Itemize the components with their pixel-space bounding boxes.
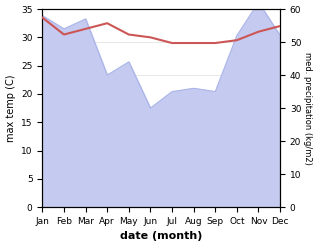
Y-axis label: max temp (C): max temp (C) [5,74,16,142]
Y-axis label: med. precipitation (kg/m2): med. precipitation (kg/m2) [303,52,313,165]
X-axis label: date (month): date (month) [120,231,203,242]
